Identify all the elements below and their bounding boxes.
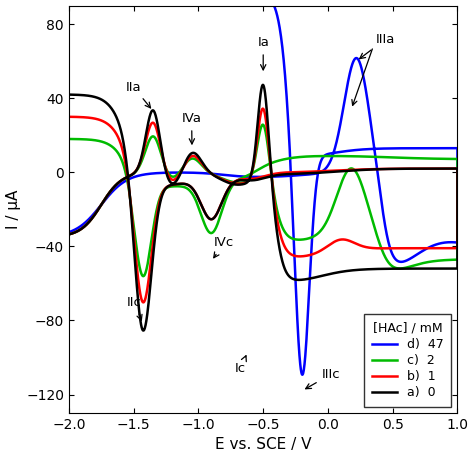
c)  2 — [66, 232, 72, 237]
c)  2 — [90, 137, 95, 143]
a)  0 — [141, 328, 146, 333]
c)  2 — [128, 202, 134, 208]
b)  1 — [279, 170, 284, 175]
a)  0 — [393, 266, 399, 272]
a)  0 — [90, 94, 95, 99]
Text: IIa: IIa — [126, 81, 151, 108]
c)  2 — [279, 157, 284, 163]
b)  1 — [90, 115, 95, 121]
b)  1 — [66, 232, 72, 237]
Legend: d)  47, c)  2, b)  1, a)  0: d) 47, c) 2, b) 1, a) 0 — [365, 314, 451, 407]
b)  1 — [436, 245, 441, 251]
b)  1 — [399, 245, 405, 251]
Text: IIIc: IIIc — [306, 368, 340, 389]
Text: IVc: IVc — [214, 236, 234, 258]
a)  0 — [66, 232, 72, 237]
Text: IVa: IVa — [182, 112, 201, 144]
c)  2 — [260, 122, 265, 127]
Line: c)  2: c) 2 — [69, 125, 457, 276]
c)  2 — [66, 136, 72, 142]
c)  2 — [393, 265, 399, 271]
b)  1 — [393, 245, 399, 251]
X-axis label: E vs. SCE / V: E vs. SCE / V — [215, 437, 311, 453]
d)  47 — [399, 259, 404, 265]
d)  47 — [279, 37, 284, 42]
b)  1 — [128, 205, 134, 211]
a)  0 — [279, 172, 284, 177]
d)  47 — [90, 3, 95, 8]
Text: Ic: Ic — [235, 356, 246, 375]
d)  47 — [66, 3, 72, 8]
d)  47 — [392, 256, 398, 262]
d)  47 — [300, 372, 305, 377]
Text: Ia: Ia — [257, 36, 269, 70]
Text: IIc: IIc — [127, 295, 142, 320]
d)  47 — [128, 2, 134, 7]
c)  2 — [436, 258, 441, 263]
a)  0 — [66, 92, 72, 98]
a)  0 — [436, 266, 441, 271]
Y-axis label: I / μA: I / μA — [6, 190, 20, 229]
Text: IIIa: IIIa — [360, 33, 395, 59]
b)  1 — [141, 300, 146, 305]
a)  0 — [128, 208, 134, 214]
d)  47 — [66, 229, 72, 235]
Line: d)  47: d) 47 — [69, 0, 457, 375]
a)  0 — [260, 82, 266, 87]
b)  1 — [66, 114, 72, 120]
c)  2 — [140, 273, 146, 279]
d)  47 — [435, 241, 441, 246]
b)  1 — [260, 106, 266, 111]
a)  0 — [399, 266, 405, 272]
Line: b)  1: b) 1 — [69, 109, 457, 302]
Line: a)  0: a) 0 — [69, 85, 457, 331]
c)  2 — [399, 266, 405, 271]
